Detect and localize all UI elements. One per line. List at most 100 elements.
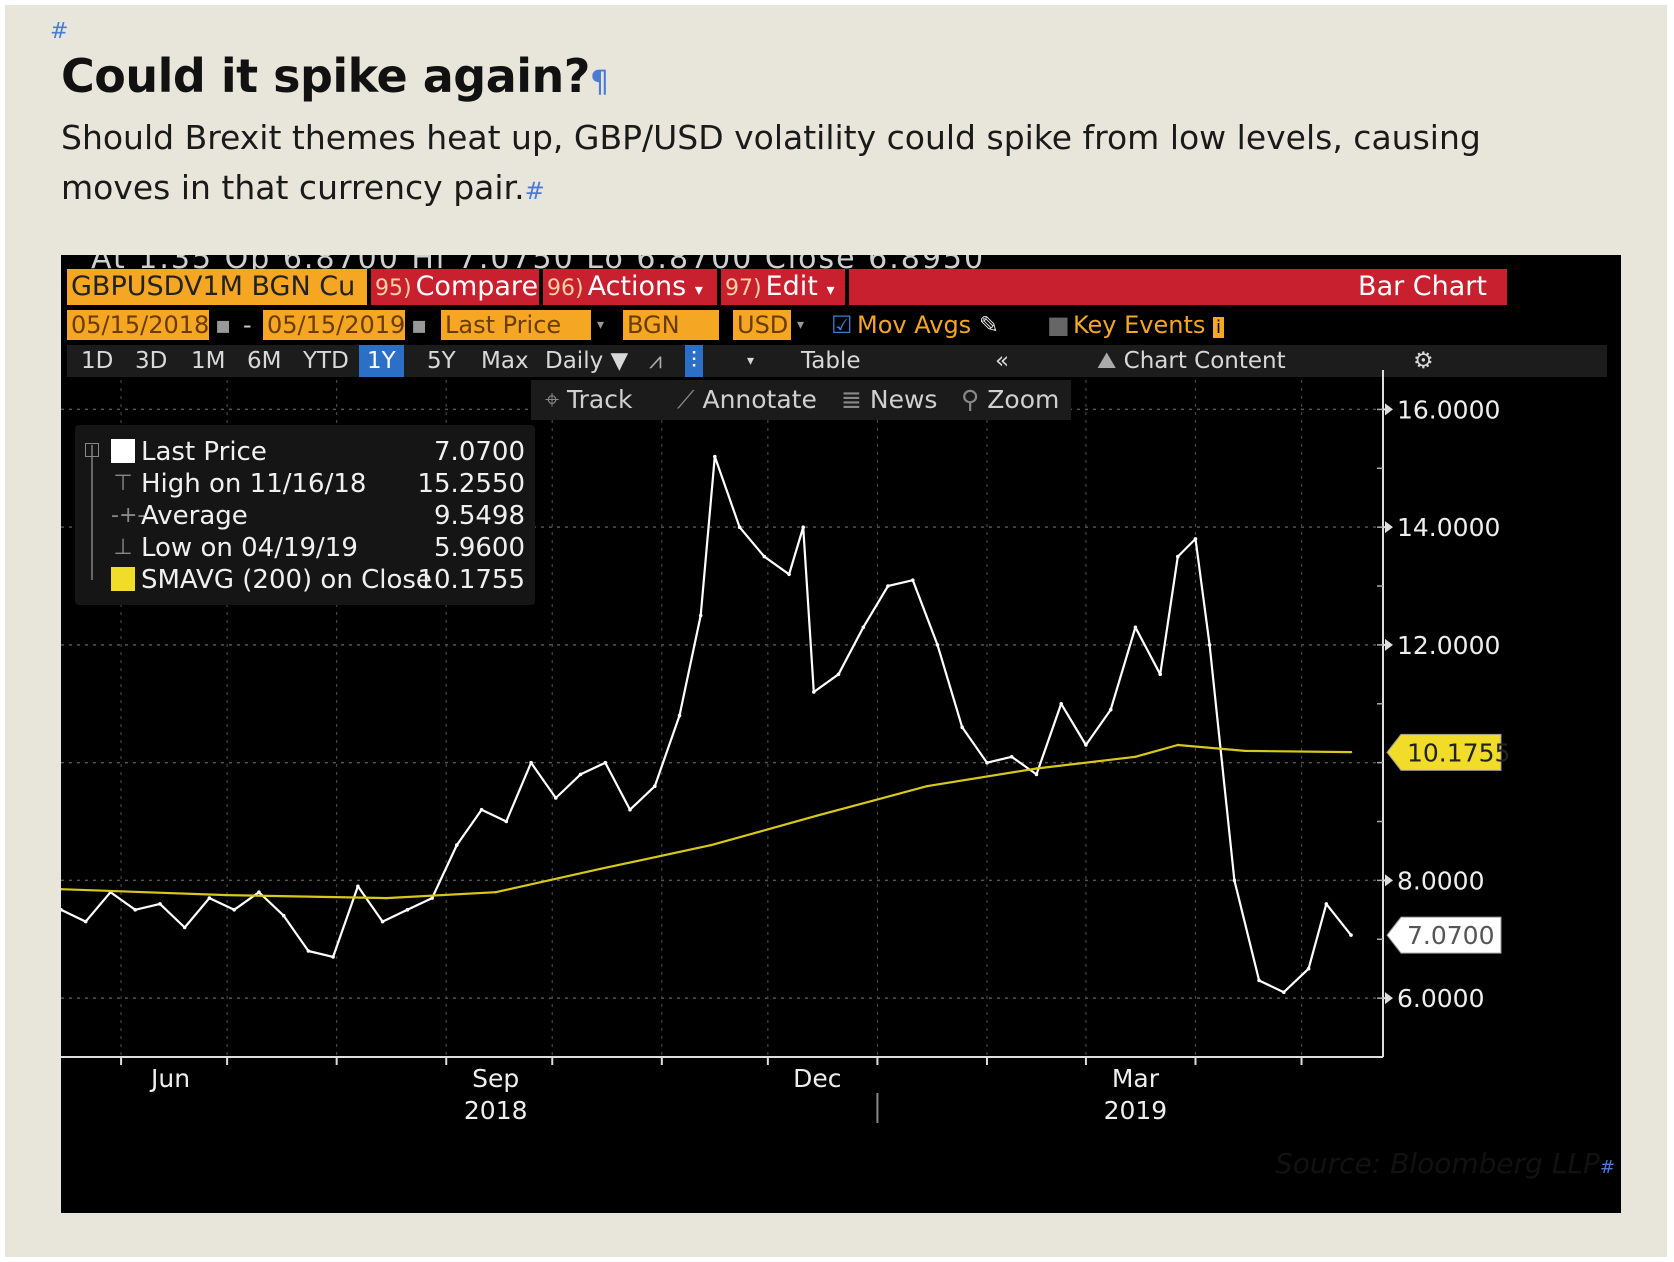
data-point <box>911 578 915 582</box>
data-point <box>257 890 261 894</box>
data-point <box>710 843 713 847</box>
data-point <box>600 867 603 870</box>
y-tick-label: 8.0000 <box>1397 866 1484 895</box>
data-point <box>1084 743 1088 747</box>
news-tool[interactable]: ≣ News <box>841 385 938 414</box>
data-point <box>578 772 583 777</box>
data-point <box>1176 554 1180 559</box>
y-tick-label: 14.0000 <box>1397 513 1500 542</box>
data-point <box>1176 743 1180 747</box>
frequency-select[interactable]: Daily ▼ <box>545 348 629 374</box>
ticker-field[interactable]: GBPUSDV1M BGN Cu <box>67 269 367 305</box>
white-swatch-icon <box>111 439 135 463</box>
chart-type-label: Bar Chart <box>849 269 1507 305</box>
period-3d[interactable]: 3D <box>135 348 168 374</box>
date-to-field[interactable]: 05/15/2019 <box>263 310 405 340</box>
period-5y[interactable]: 5Y <box>427 348 456 374</box>
calendar-icon[interactable]: ▪ <box>411 311 428 339</box>
currency-field[interactable]: USD <box>733 310 791 340</box>
data-point <box>985 760 989 765</box>
chart-legend: Last Price 7.0700 ⊤ High on 11/16/18 15.25… <box>75 425 535 605</box>
period-1d[interactable]: 1D <box>81 348 114 374</box>
sma-tag-box <box>1386 733 1502 771</box>
paragraph-mark-icon: # <box>50 19 69 44</box>
compare-button[interactable]: 95) Compare <box>371 269 539 305</box>
data-point <box>677 713 682 718</box>
data-point <box>1158 672 1162 677</box>
period-ytd[interactable]: YTD <box>303 348 349 374</box>
data-point <box>1035 767 1038 770</box>
data-point <box>1243 749 1247 753</box>
source-field[interactable]: BGN <box>623 310 719 340</box>
gear-icon[interactable]: ⚙ <box>1413 348 1434 374</box>
data-point <box>405 908 410 912</box>
data-point <box>935 643 940 647</box>
data-point <box>494 891 497 894</box>
line-chart-icon[interactable]: ⩘ <box>649 348 662 374</box>
data-point <box>1108 707 1113 712</box>
track-tool[interactable]: ⌖ Track <box>545 385 633 414</box>
field-select[interactable]: Last Price <box>441 310 591 340</box>
collapse-icon[interactable] <box>85 443 99 457</box>
data-point <box>1232 878 1237 883</box>
legend-high: ⊤ High on 11/16/18 15.2550 <box>85 469 525 501</box>
legend-low: ⊥ Low on 04/19/19 5.9600 <box>85 533 525 565</box>
checkbox-icon[interactable]: ☑ <box>831 311 853 339</box>
period-6m[interactable]: 6M <box>247 348 282 374</box>
legend-tree-line <box>91 445 93 580</box>
data-point <box>1257 978 1261 983</box>
data-point <box>529 760 533 765</box>
y-tick-label: 12.0000 <box>1397 631 1500 660</box>
series-line-smavg <box>61 743 1352 900</box>
data-point <box>1134 755 1137 758</box>
period-max[interactable]: Max <box>481 348 529 374</box>
data-point <box>380 919 385 924</box>
chevron-down-icon[interactable]: ▾ <box>597 317 605 333</box>
data-point <box>925 785 929 788</box>
bar-chart-icon[interactable]: ⫶ <box>685 345 703 377</box>
checkbox-icon[interactable]: ■ <box>1047 311 1070 339</box>
low-marker-icon: ⊥ <box>113 535 133 560</box>
high-marker-icon: ⊤ <box>113 471 133 496</box>
data-point <box>133 908 137 912</box>
data-point <box>83 919 88 924</box>
y-tick-arrow <box>1385 874 1393 887</box>
data-point <box>1034 772 1039 777</box>
data-point <box>61 888 63 891</box>
data-point <box>281 913 286 918</box>
table-button[interactable]: Table <box>801 348 861 374</box>
chart-content-button[interactable]: ⛰ Chart Content <box>1097 348 1286 374</box>
series-line-last-price <box>61 455 1352 994</box>
annotate-tool[interactable]: ⟋ Annotate <box>677 385 817 414</box>
actions-button[interactable]: 96) Actions ▾ <box>543 269 717 305</box>
calendar-icon[interactable]: ▪ <box>215 311 232 339</box>
date-from-field[interactable]: 05/15/2018 <box>67 310 209 340</box>
mov-avgs-toggle[interactable]: Mov Avgs ✎ <box>857 311 999 339</box>
key-events-toggle[interactable]: Key Events i <box>1069 310 1259 340</box>
average-marker-icon: -+- <box>111 503 146 528</box>
zoom-tool[interactable]: ⚲ Zoom <box>961 385 1060 414</box>
data-point <box>1349 933 1353 937</box>
y-tick-arrow <box>1385 403 1393 416</box>
x-tick-label: Dec <box>793 1064 841 1093</box>
x-tick-label: Mar <box>1112 1064 1160 1093</box>
chart-toolbar: ⌖ Track ⟋ Annotate ≣ News ⚲ Zoom <box>531 380 1071 420</box>
chevron-down-icon[interactable]: ▾ <box>747 353 755 369</box>
data-point <box>1282 990 1286 994</box>
period-1m[interactable]: 1M <box>191 348 226 374</box>
data-point <box>737 525 742 529</box>
data-point <box>554 796 558 800</box>
data-point <box>836 672 841 677</box>
bloomberg-terminal: At 1.35 Op 6.8700 Hi 7.0750 Lo 6.8700 Cl… <box>61 255 1621 1213</box>
data-point <box>306 949 311 953</box>
period-1y[interactable]: 1Y <box>359 345 404 377</box>
page-subtitle: Should Brexit themes heat up, GBP/USD vo… <box>61 118 1481 207</box>
x-tick-label: Sep <box>472 1064 519 1093</box>
collapse-icon[interactable]: « <box>995 348 1010 374</box>
data-point <box>61 908 63 912</box>
date-separator: - <box>243 311 252 339</box>
data-point <box>504 819 509 824</box>
y-tick-label: 16.0000 <box>1397 395 1500 424</box>
edit-button[interactable]: 97) Edit ▾ <box>721 269 845 305</box>
chevron-down-icon[interactable]: ▾ <box>797 317 805 333</box>
